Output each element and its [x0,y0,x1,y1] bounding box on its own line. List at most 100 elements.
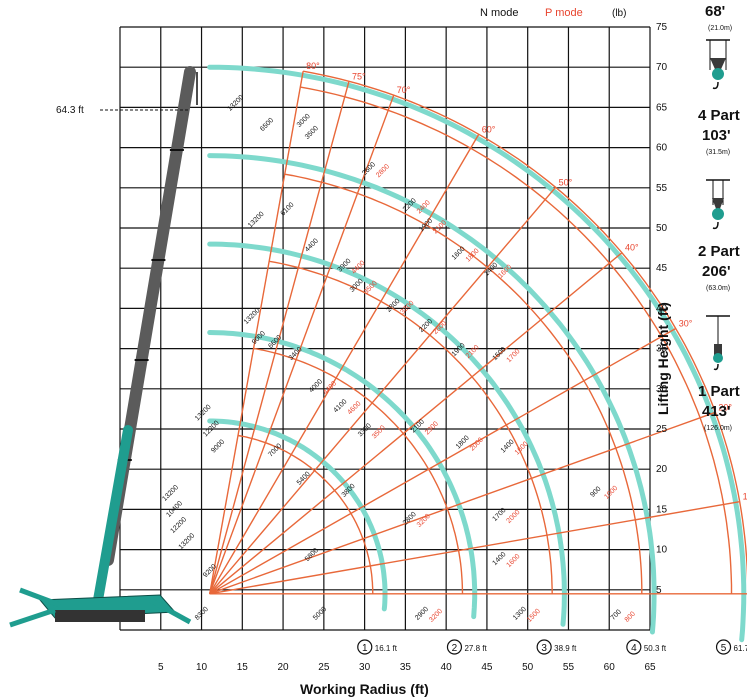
capacity-n-label: 6100 [280,201,296,217]
section-radius-5: 61.7 ft [734,644,747,653]
hook-2part-metric: (63.0m) [706,285,730,292]
axis-ticks: 5 10 15 20 25 30 35 40 45 50 55 60 65510152025303540… [158,22,668,673]
hook-4part-height: 103' [702,127,731,144]
capacity-n-label: 900 [589,485,602,498]
hook-2part-height: 206' [702,263,731,280]
angle-line-40 [209,252,623,595]
section-badge-5 [715,639,732,655]
hook-2part-icon [706,179,730,230]
capacity-p-label: 1800 [465,248,481,264]
capacity-n-label: 5400 [296,471,312,487]
radius-arc-5 [207,64,747,643]
section-number-1: 1 [362,643,368,654]
section-badge-2 [446,639,463,655]
boom-arcs [237,70,747,594]
hook-4part-icon [706,39,730,90]
capacity-n-label: 13200 [178,532,197,551]
angle-label-60: 60° [482,124,496,134]
x-tick-label: 30 [359,662,371,673]
y-tick-label: 5 [656,585,662,596]
boom-arc-2 [253,347,464,594]
hook-68-metric: (21.0m) [708,25,732,32]
angle-lines [209,71,747,595]
x-axis-label: Working Radius (ft) [300,681,429,697]
capacity-p-label: 3500 [371,424,387,440]
radius-arcs [207,64,747,643]
radius-arc-2 [207,330,478,620]
crane-illustration [9,66,198,628]
x-tick-label: 55 [563,662,575,673]
angle-line-30 [209,327,677,595]
radius-arc-4 [207,153,657,635]
y-tick-label: 35 [656,344,668,355]
boom-arc-1 [237,434,374,594]
x-tick-label: 10 [196,662,208,673]
capacity-p-label: 1000 [603,485,619,501]
legend-unit: (lb) [612,8,626,19]
hook-2part-label: 2 Part [698,243,740,260]
hook-4part-label: 4 Part [698,107,740,124]
section-number-4: 4 [631,643,637,654]
section-badge-4 [626,639,642,655]
hook-1part-label: 1 Part [698,383,740,400]
capacity-n-label: 3000 [296,113,312,129]
legend-p-mode: P mode [545,7,583,19]
capacity-p-label: 800 [624,610,637,623]
x-tick-label: 35 [400,662,412,673]
capacity-p-label: 1500 [526,608,542,624]
boom-cylinder [93,425,133,605]
capacity-p-label: 2000 [506,509,522,525]
x-tick-label: 50 [522,662,534,673]
x-tick-label: 60 [604,662,616,673]
boom-arc-outer [302,70,747,582]
angle-line-50 [209,186,557,595]
capacity-n-label: 13200 [161,484,180,503]
y-tick-label: 75 [656,22,668,33]
capacity-n-label: 700 [610,608,623,621]
hook-block-panel: 68' (21.0m) 4 Part 103' (31.5m) 2 Part 2… [698,3,740,432]
angle-line-80 [209,71,304,594]
angle-line-70 [209,94,395,595]
x-tick-label: 5 [158,662,164,673]
y-tick-label: 30 [656,384,668,395]
y-tick-label: 20 [656,464,668,475]
y-tick-label: 55 [656,183,668,194]
y-tick-label: 10 [656,545,668,556]
angle-label-50: 50° [559,177,573,187]
angle-label-80: 80° [306,61,320,71]
outrigger-right [148,597,192,625]
capacity-n-label: 3500 [304,125,320,141]
angle-label-75: 75° [352,71,366,81]
boom-section-labels: 1 16.1 ft 2 27.8 ft 3 38.9 ft 4 50.3 ft 5 61.7 ft [357,639,747,655]
angle-labels: 80°75°70°60°50°40°30°20°10°0° [306,61,747,502]
y-tick-label: 60 [656,143,668,154]
angle-label-20: 20° [718,402,732,412]
section-badge-3 [536,639,552,655]
capacity-n-label: 6500 [259,117,275,133]
angle-label-10: 10° [743,492,747,502]
capacity-p-label: 4600 [347,400,363,416]
capacity-n-label: 5000 [312,606,328,622]
hook-1part-metric: (126.0m) [704,425,732,432]
angle-label-40: 40° [625,243,639,253]
angle-line-10 [209,500,740,595]
y-tick-label: 15 [656,504,668,515]
section-badge-1 [357,639,373,655]
capacity-n-label: 12200 [169,516,188,535]
legend-n-mode: N mode [480,7,519,19]
hook-1part-icon [706,315,730,371]
boom-height-marker: 64.3 ft [56,105,84,116]
x-tick-label: 40 [441,662,453,673]
hook-1part-height: 413' [702,403,731,420]
hook-4part-metric: (31.5m) [706,149,730,156]
radius-arc-1 [207,418,388,612]
x-tick-label: 65 [644,662,656,673]
section-number-2: 2 [452,643,458,654]
y-tick-label: 45 [656,263,668,274]
outrigger-front [9,607,56,628]
y-axis-label: Lifting Height (ft) [655,302,671,415]
capacity-p-label: 1700 [506,348,522,364]
y-tick-label: 50 [656,223,668,234]
